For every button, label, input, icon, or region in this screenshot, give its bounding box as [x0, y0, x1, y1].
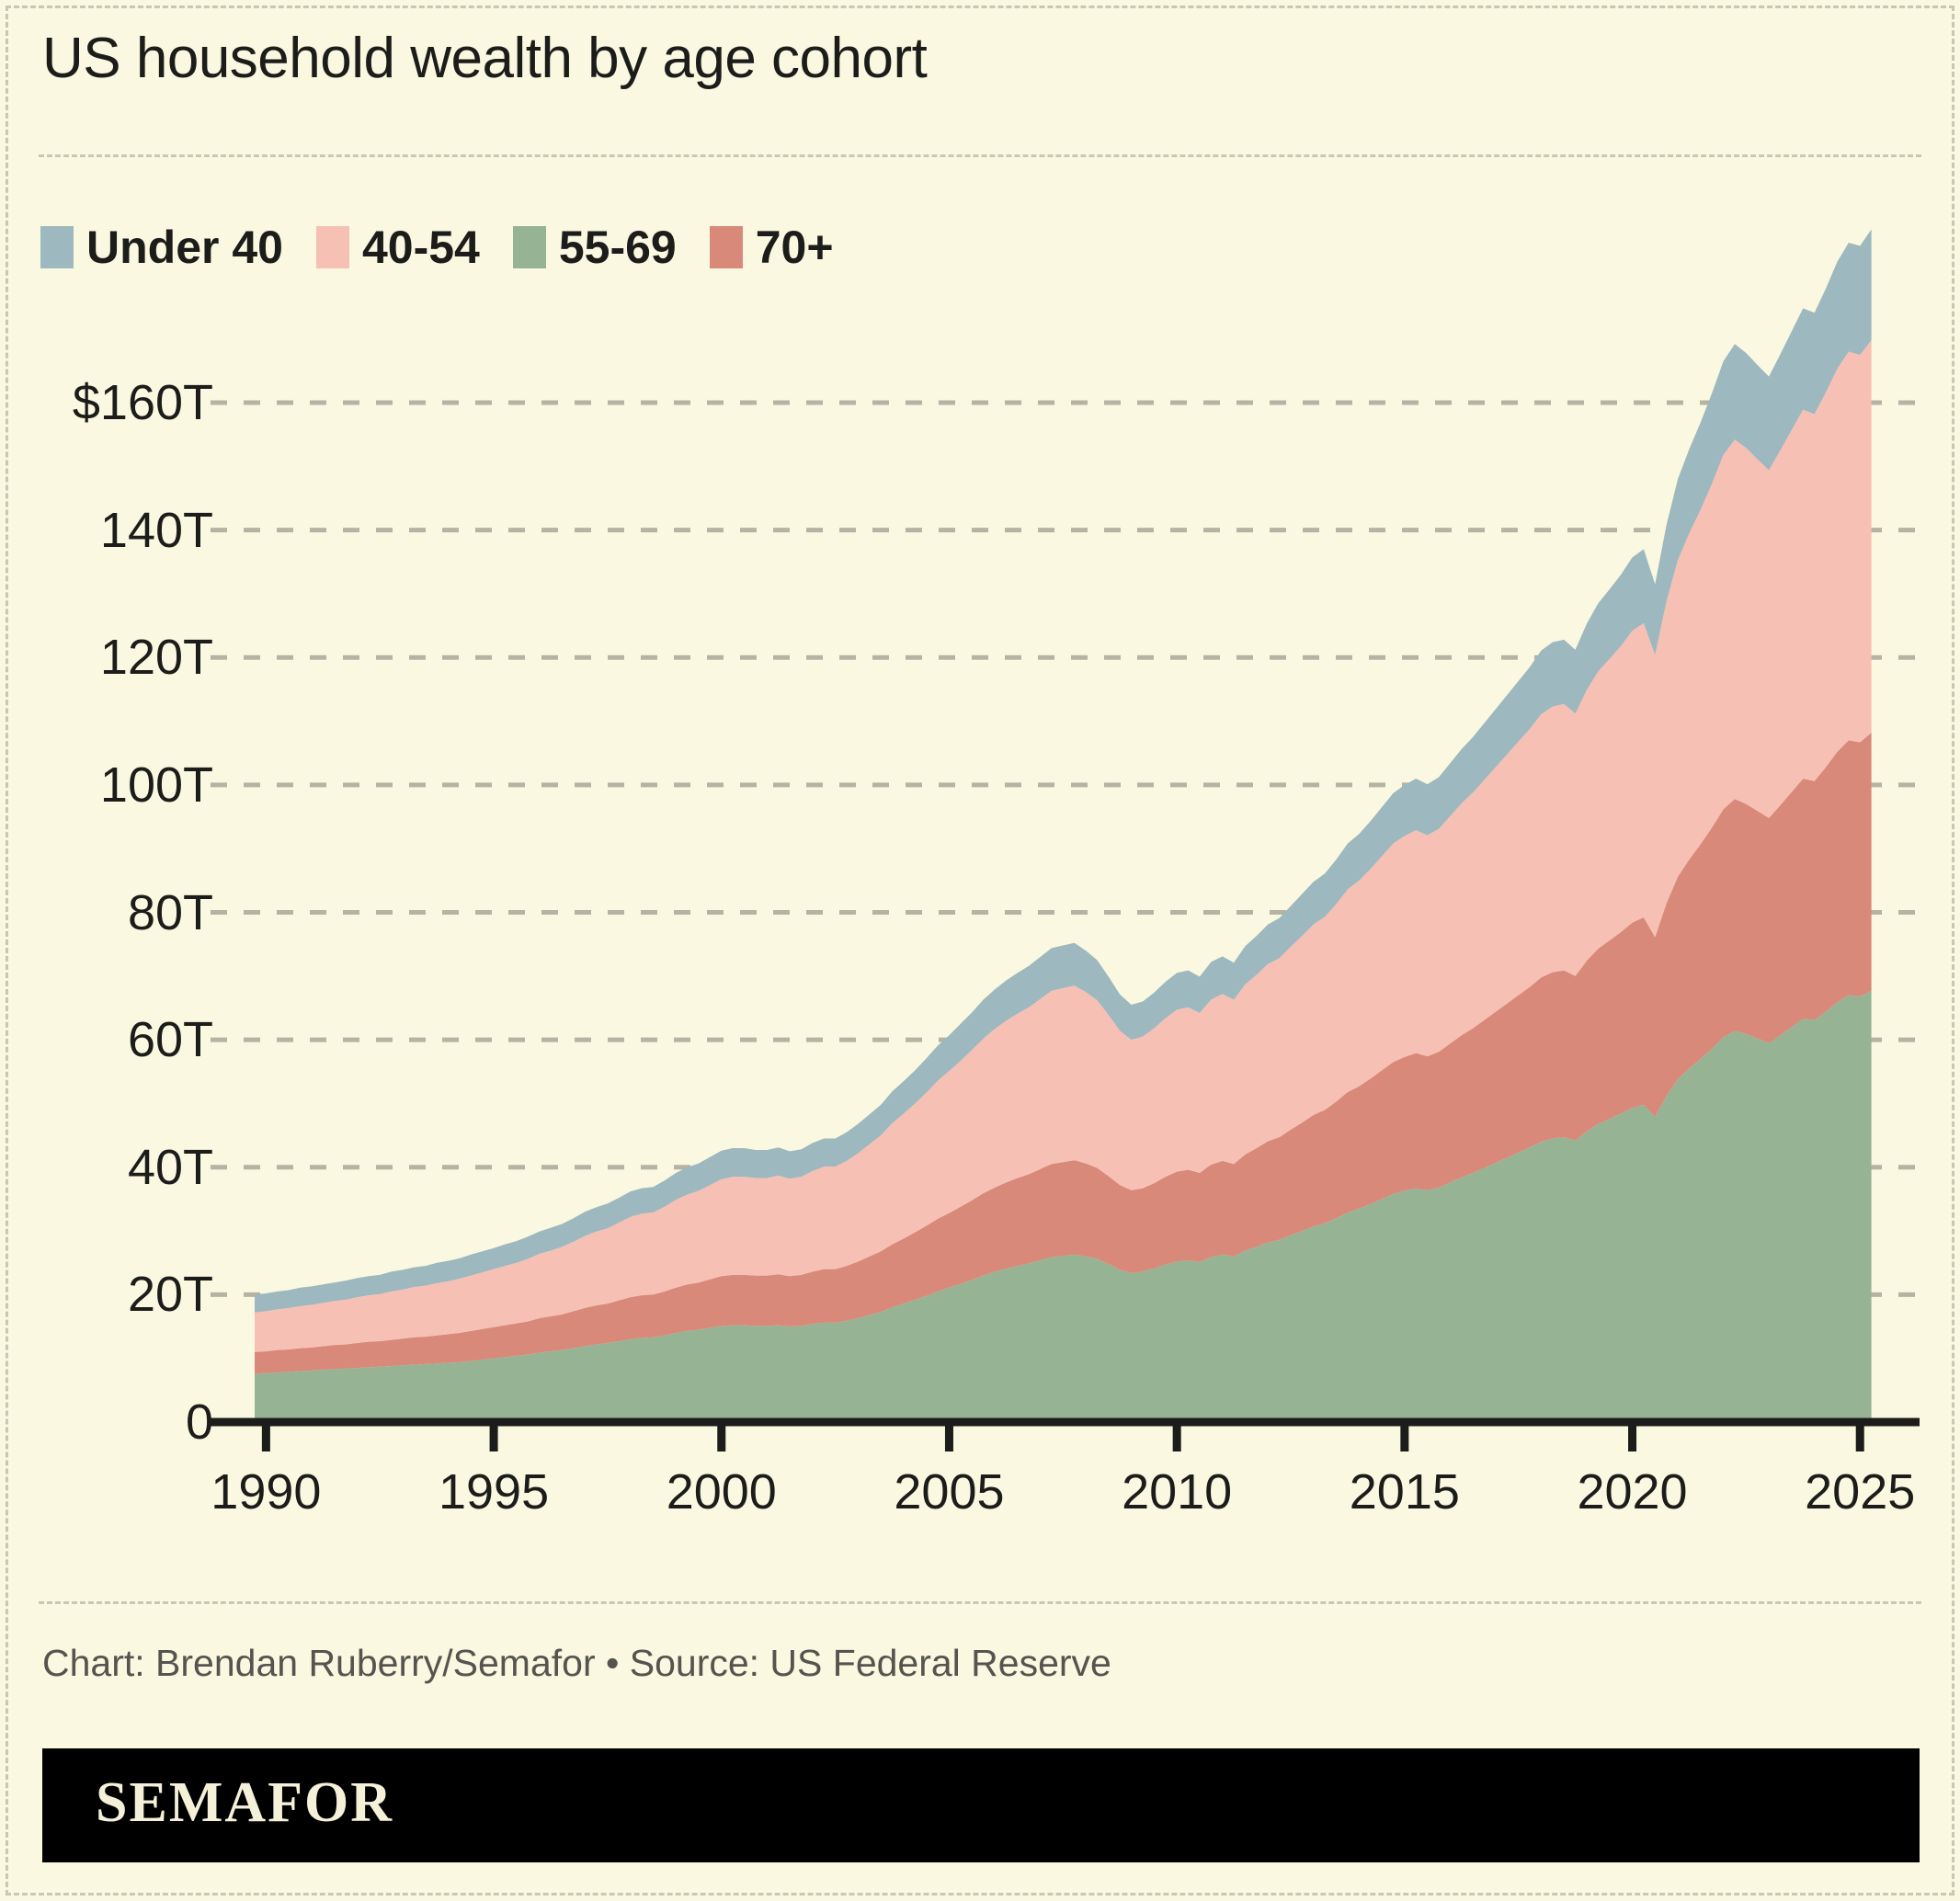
- x-axis-tick-label: 2025: [1805, 1464, 1916, 1520]
- area-series-40-54: [255, 340, 1872, 1352]
- legend-label: 55-69: [558, 222, 677, 273]
- divider-bottom: [39, 1601, 1921, 1604]
- legend-label: 40-54: [361, 222, 480, 273]
- x-axis-tick-label: 2010: [1122, 1464, 1233, 1520]
- legend-item[interactable]: 55-69: [512, 222, 677, 273]
- y-axis-tick-label: 40T: [127, 1139, 213, 1195]
- legend-item[interactable]: Under 40: [40, 224, 283, 270]
- legend-item[interactable]: 40-54: [315, 222, 480, 273]
- chart-legend: Under 40 40-54 55-69 70+: [40, 224, 867, 270]
- legend-swatch-icon: [709, 226, 743, 268]
- y-axis-tick-label: $160T: [72, 375, 213, 430]
- x-axis-tick-label: 1995: [438, 1464, 550, 1520]
- legend-label: Under 40: [86, 222, 283, 273]
- x-axis-tick-label: 2015: [1349, 1464, 1460, 1520]
- area-series-70-: [255, 733, 1872, 1374]
- page-title: US household wealth by age cohort: [42, 27, 928, 90]
- legend-label: 70+: [755, 222, 834, 273]
- divider-top: [39, 154, 1921, 157]
- x-axis-tick-label: 1990: [211, 1464, 322, 1520]
- y-axis-tick-label: 20T: [127, 1267, 213, 1323]
- semafor-logo: SEMAFOR: [96, 1771, 393, 1834]
- x-axis-tick-label: 2005: [894, 1464, 1005, 1520]
- y-axis-tick-label: 60T: [127, 1012, 213, 1068]
- y-axis-tick-label: 0: [185, 1394, 213, 1450]
- x-axis-tick-label: 2020: [1577, 1464, 1688, 1520]
- legend-swatch-icon: [512, 226, 546, 268]
- legend-swatch-icon: [315, 226, 349, 268]
- legend-swatch-icon: [40, 226, 74, 268]
- chart-credit: Chart: Brendan Ruberry/Semafor • Source:…: [42, 1642, 1111, 1684]
- legend-item[interactable]: 70+: [709, 222, 834, 273]
- brand-bar: SEMAFOR: [42, 1748, 1920, 1862]
- area-series-55-69: [255, 990, 1872, 1422]
- y-axis-tick-label: 80T: [127, 884, 213, 940]
- y-axis-tick-label: 100T: [99, 757, 213, 813]
- y-axis-tick-label: 140T: [99, 502, 213, 558]
- y-axis-tick-label: 120T: [99, 630, 213, 686]
- y-axis-labels: 0 20T 40T 60T 80T 100T 120T 140T $160T: [0, 0, 213, 1901]
- x-axis-tick-label: 2000: [666, 1464, 777, 1520]
